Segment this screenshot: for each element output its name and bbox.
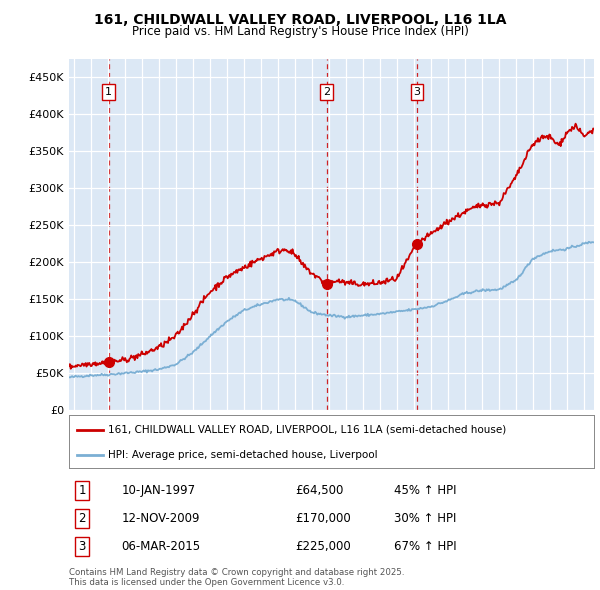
Text: 2: 2 (323, 87, 331, 97)
Text: 1: 1 (105, 87, 112, 97)
Text: 30% ↑ HPI: 30% ↑ HPI (395, 512, 457, 525)
Text: 10-JAN-1997: 10-JAN-1997 (121, 484, 196, 497)
Text: 1: 1 (79, 484, 86, 497)
Text: 2: 2 (79, 512, 86, 525)
Text: Price paid vs. HM Land Registry's House Price Index (HPI): Price paid vs. HM Land Registry's House … (131, 25, 469, 38)
Text: £225,000: £225,000 (295, 540, 350, 553)
Text: HPI: Average price, semi-detached house, Liverpool: HPI: Average price, semi-detached house,… (109, 450, 378, 460)
Text: 3: 3 (79, 540, 86, 553)
Text: 12-NOV-2009: 12-NOV-2009 (121, 512, 200, 525)
Text: 67% ↑ HPI: 67% ↑ HPI (395, 540, 457, 553)
Text: 161, CHILDWALL VALLEY ROAD, LIVERPOOL, L16 1LA (semi-detached house): 161, CHILDWALL VALLEY ROAD, LIVERPOOL, L… (109, 425, 506, 435)
Text: £64,500: £64,500 (295, 484, 343, 497)
Text: 161, CHILDWALL VALLEY ROAD, LIVERPOOL, L16 1LA: 161, CHILDWALL VALLEY ROAD, LIVERPOOL, L… (94, 13, 506, 27)
Text: 3: 3 (413, 87, 421, 97)
Text: Contains HM Land Registry data © Crown copyright and database right 2025.
This d: Contains HM Land Registry data © Crown c… (69, 568, 404, 587)
Text: £170,000: £170,000 (295, 512, 350, 525)
Text: 45% ↑ HPI: 45% ↑ HPI (395, 484, 457, 497)
Text: 06-MAR-2015: 06-MAR-2015 (121, 540, 200, 553)
